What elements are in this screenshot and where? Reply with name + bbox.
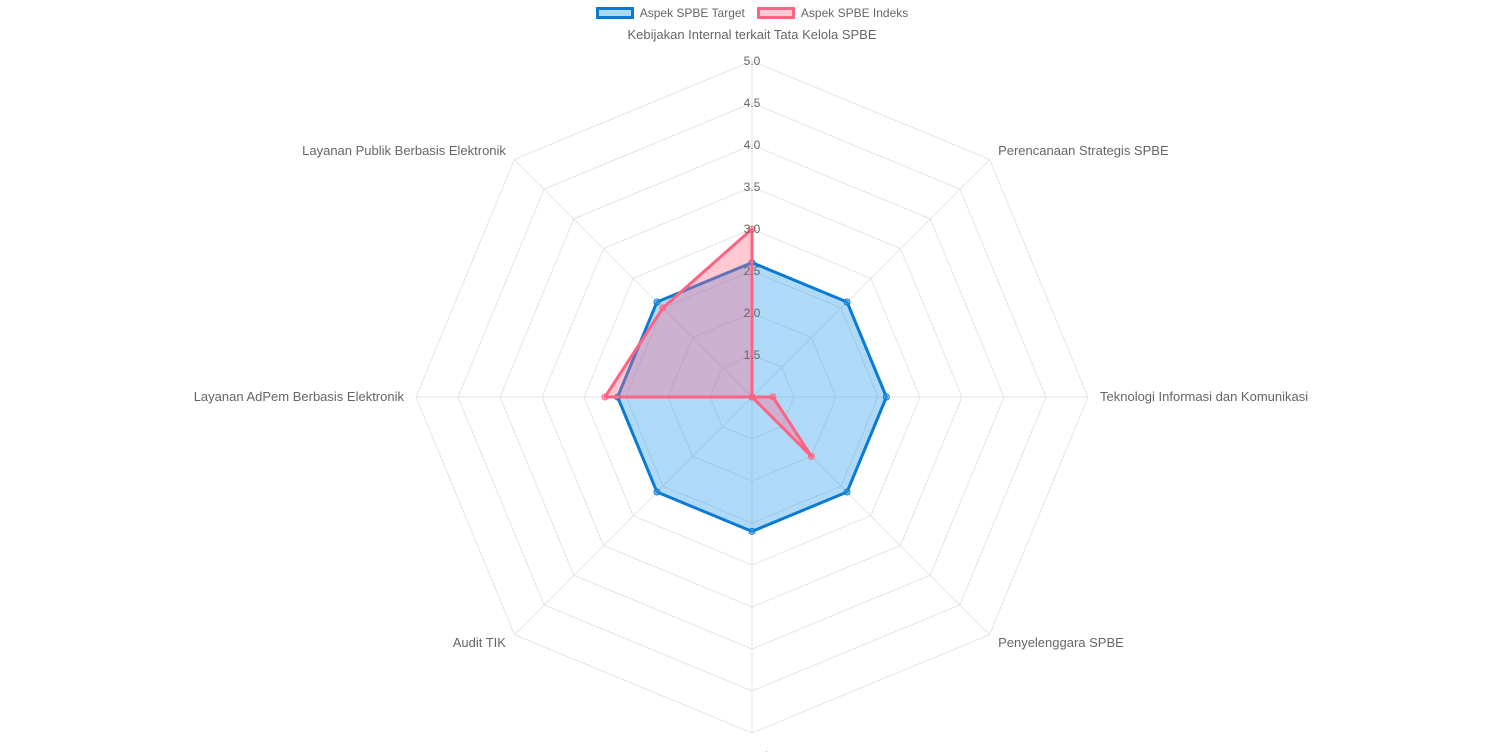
tick-label: 4.0: [744, 138, 761, 152]
axis-labels: Kebijakan Internal terkait Tata Kelola S…: [194, 27, 1309, 752]
data-point[interactable]: [601, 393, 609, 401]
tick-label: 3.0: [744, 222, 761, 236]
data-point[interactable]: [653, 298, 661, 306]
grid-spoke: [514, 396, 753, 635]
data-point[interactable]: [748, 393, 756, 401]
axis-label: Penyelenggara SPBE: [998, 635, 1124, 650]
axis-label: Perencanaan Strategis SPBE: [998, 143, 1169, 158]
grid-spoke: [751, 159, 990, 398]
data-point[interactable]: [748, 527, 756, 535]
legend-swatch: [595, 7, 634, 19]
legend-label: Aspek SPBE Target: [639, 6, 745, 20]
legend-swatch: [756, 7, 795, 19]
data-point[interactable]: [882, 393, 890, 401]
legend-label: Aspek SPBE Indeks: [800, 6, 909, 20]
tick-label: 2.0: [744, 306, 761, 320]
tick-label: 2.5: [744, 264, 761, 278]
tick-label: 5.0: [744, 54, 761, 68]
legend-item[interactable]: Aspek SPBE Indeks: [756, 6, 909, 20]
tick-labels: 1.5 2.0 2.5 3.0 3.5 4.0 4.5 5.0: [744, 54, 761, 362]
legend-item[interactable]: Aspek SPBE Target: [595, 6, 745, 20]
axis-label: Penerapan Manajemen SPBE: [665, 749, 839, 752]
data-point[interactable]: [843, 298, 851, 306]
data-point[interactable]: [659, 304, 667, 312]
axis-label: Audit TIK: [453, 635, 507, 650]
data-point[interactable]: [843, 488, 851, 496]
data-point[interactable]: [769, 393, 777, 401]
chart-legend: Aspek SPBE Target Aspek SPBE Indeks: [0, 6, 1504, 20]
grid-spoke: [514, 159, 753, 398]
axis-label: Kebijakan Internal terkait Tata Kelola S…: [627, 27, 876, 42]
axis-label: Teknologi Informasi dan Komunikasi: [1100, 389, 1308, 404]
tick-label: 3.5: [744, 180, 761, 194]
series-2: [601, 225, 815, 460]
axis-label: Layanan Publik Berbasis Elektronik: [302, 143, 506, 158]
axis-label: Layanan AdPem Berbasis Elektronik: [194, 389, 405, 404]
data-point[interactable]: [807, 452, 815, 460]
tick-label: 4.5: [744, 96, 761, 110]
tick-label: 1.5: [744, 348, 761, 362]
data-point[interactable]: [748, 225, 756, 233]
data-point[interactable]: [653, 488, 661, 496]
